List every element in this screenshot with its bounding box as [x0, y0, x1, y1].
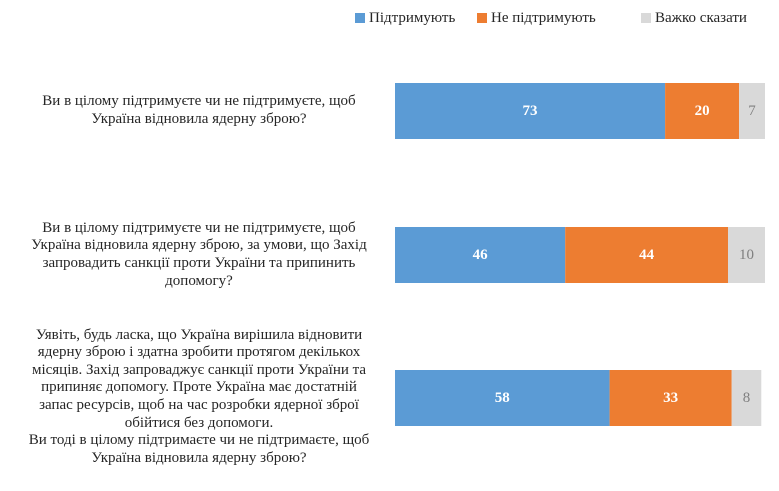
category-label-3: Уявіть, будь ласка, що Україна вирішила … — [20, 327, 378, 468]
data-label-важко-сказати-2: 10 — [739, 247, 754, 263]
legend-swatch — [477, 13, 487, 23]
bar-важко-сказати-3 — [731, 370, 762, 426]
category-label-line: місяців. Захід запроваджує санкції проти… — [31, 361, 367, 378]
data-label-не-підтримують-3: 33 — [663, 390, 678, 406]
bar-підтримують-3 — [395, 370, 610, 426]
legend-swatch — [641, 13, 651, 23]
bar-важко-сказати-2 — [728, 227, 765, 283]
legend-label: Підтримують — [369, 10, 456, 26]
legend-item-2: Не підтримують — [477, 9, 596, 27]
data-label-важко-сказати-1: 7 — [748, 103, 756, 119]
category-label-line: запровадить санкції проти України та при… — [42, 254, 356, 271]
category-label-line: припиняє допомогу. Проте Україна має дос… — [41, 379, 357, 396]
category-label-line: Ви в цілому підтримуєте чи не підтримуєт… — [42, 93, 356, 110]
bar-не-підтримують-1 — [665, 83, 740, 139]
legend-item-3: Важко сказати — [641, 9, 747, 27]
bar-не-підтримують-2 — [565, 227, 728, 283]
data-label-не-підтримують-1: 20 — [695, 103, 710, 119]
category-label-2: Ви в цілому підтримуєте чи не підтримуєт… — [20, 220, 378, 290]
bar-підтримують-1 — [395, 83, 666, 139]
category-label-line: запас ресурсів, щоб на час розробки ядер… — [39, 396, 359, 413]
category-label-line: Україна відновила ядерну зброю, за умови… — [31, 237, 367, 254]
category-label-1: Ви в цілому підтримуєте чи не підтримуєт… — [20, 93, 378, 128]
bar-важко-сказати-1 — [739, 83, 765, 139]
bar-підтримують-2 — [395, 227, 566, 283]
category-label-line: Ви тоді в цілому підтримаєте чи не підтр… — [28, 432, 370, 449]
category-label-line: Уявіть, будь ласка, що Україна вирішила … — [35, 326, 363, 343]
data-label-важко-сказати-3: 8 — [743, 390, 751, 406]
category-label-line: Ви в цілому підтримуєте чи не підтримуєт… — [42, 219, 356, 236]
category-label-line: обійтися без допомоги. — [124, 414, 274, 431]
category-label-line: Україна відновила ядерну зброю? — [91, 110, 307, 127]
legend-label: Не підтримують — [491, 10, 596, 26]
category-label-line: Україна відновила ядерну зброю? — [91, 449, 307, 466]
legend-label: Важко сказати — [655, 10, 747, 26]
data-label-підтримують-2: 46 — [473, 247, 489, 263]
data-label-не-підтримують-2: 44 — [639, 247, 655, 263]
legend-swatch — [355, 13, 365, 23]
legend-item-1: Підтримують — [355, 9, 455, 27]
bar-не-підтримують-3 — [609, 370, 732, 426]
data-label-підтримують-1: 73 — [523, 103, 538, 119]
category-label-line: допомогу? — [165, 272, 233, 289]
data-label-підтримують-3: 58 — [495, 390, 510, 406]
category-label-line: ядерну зброю і здатна зробити протягом д… — [37, 344, 361, 361]
